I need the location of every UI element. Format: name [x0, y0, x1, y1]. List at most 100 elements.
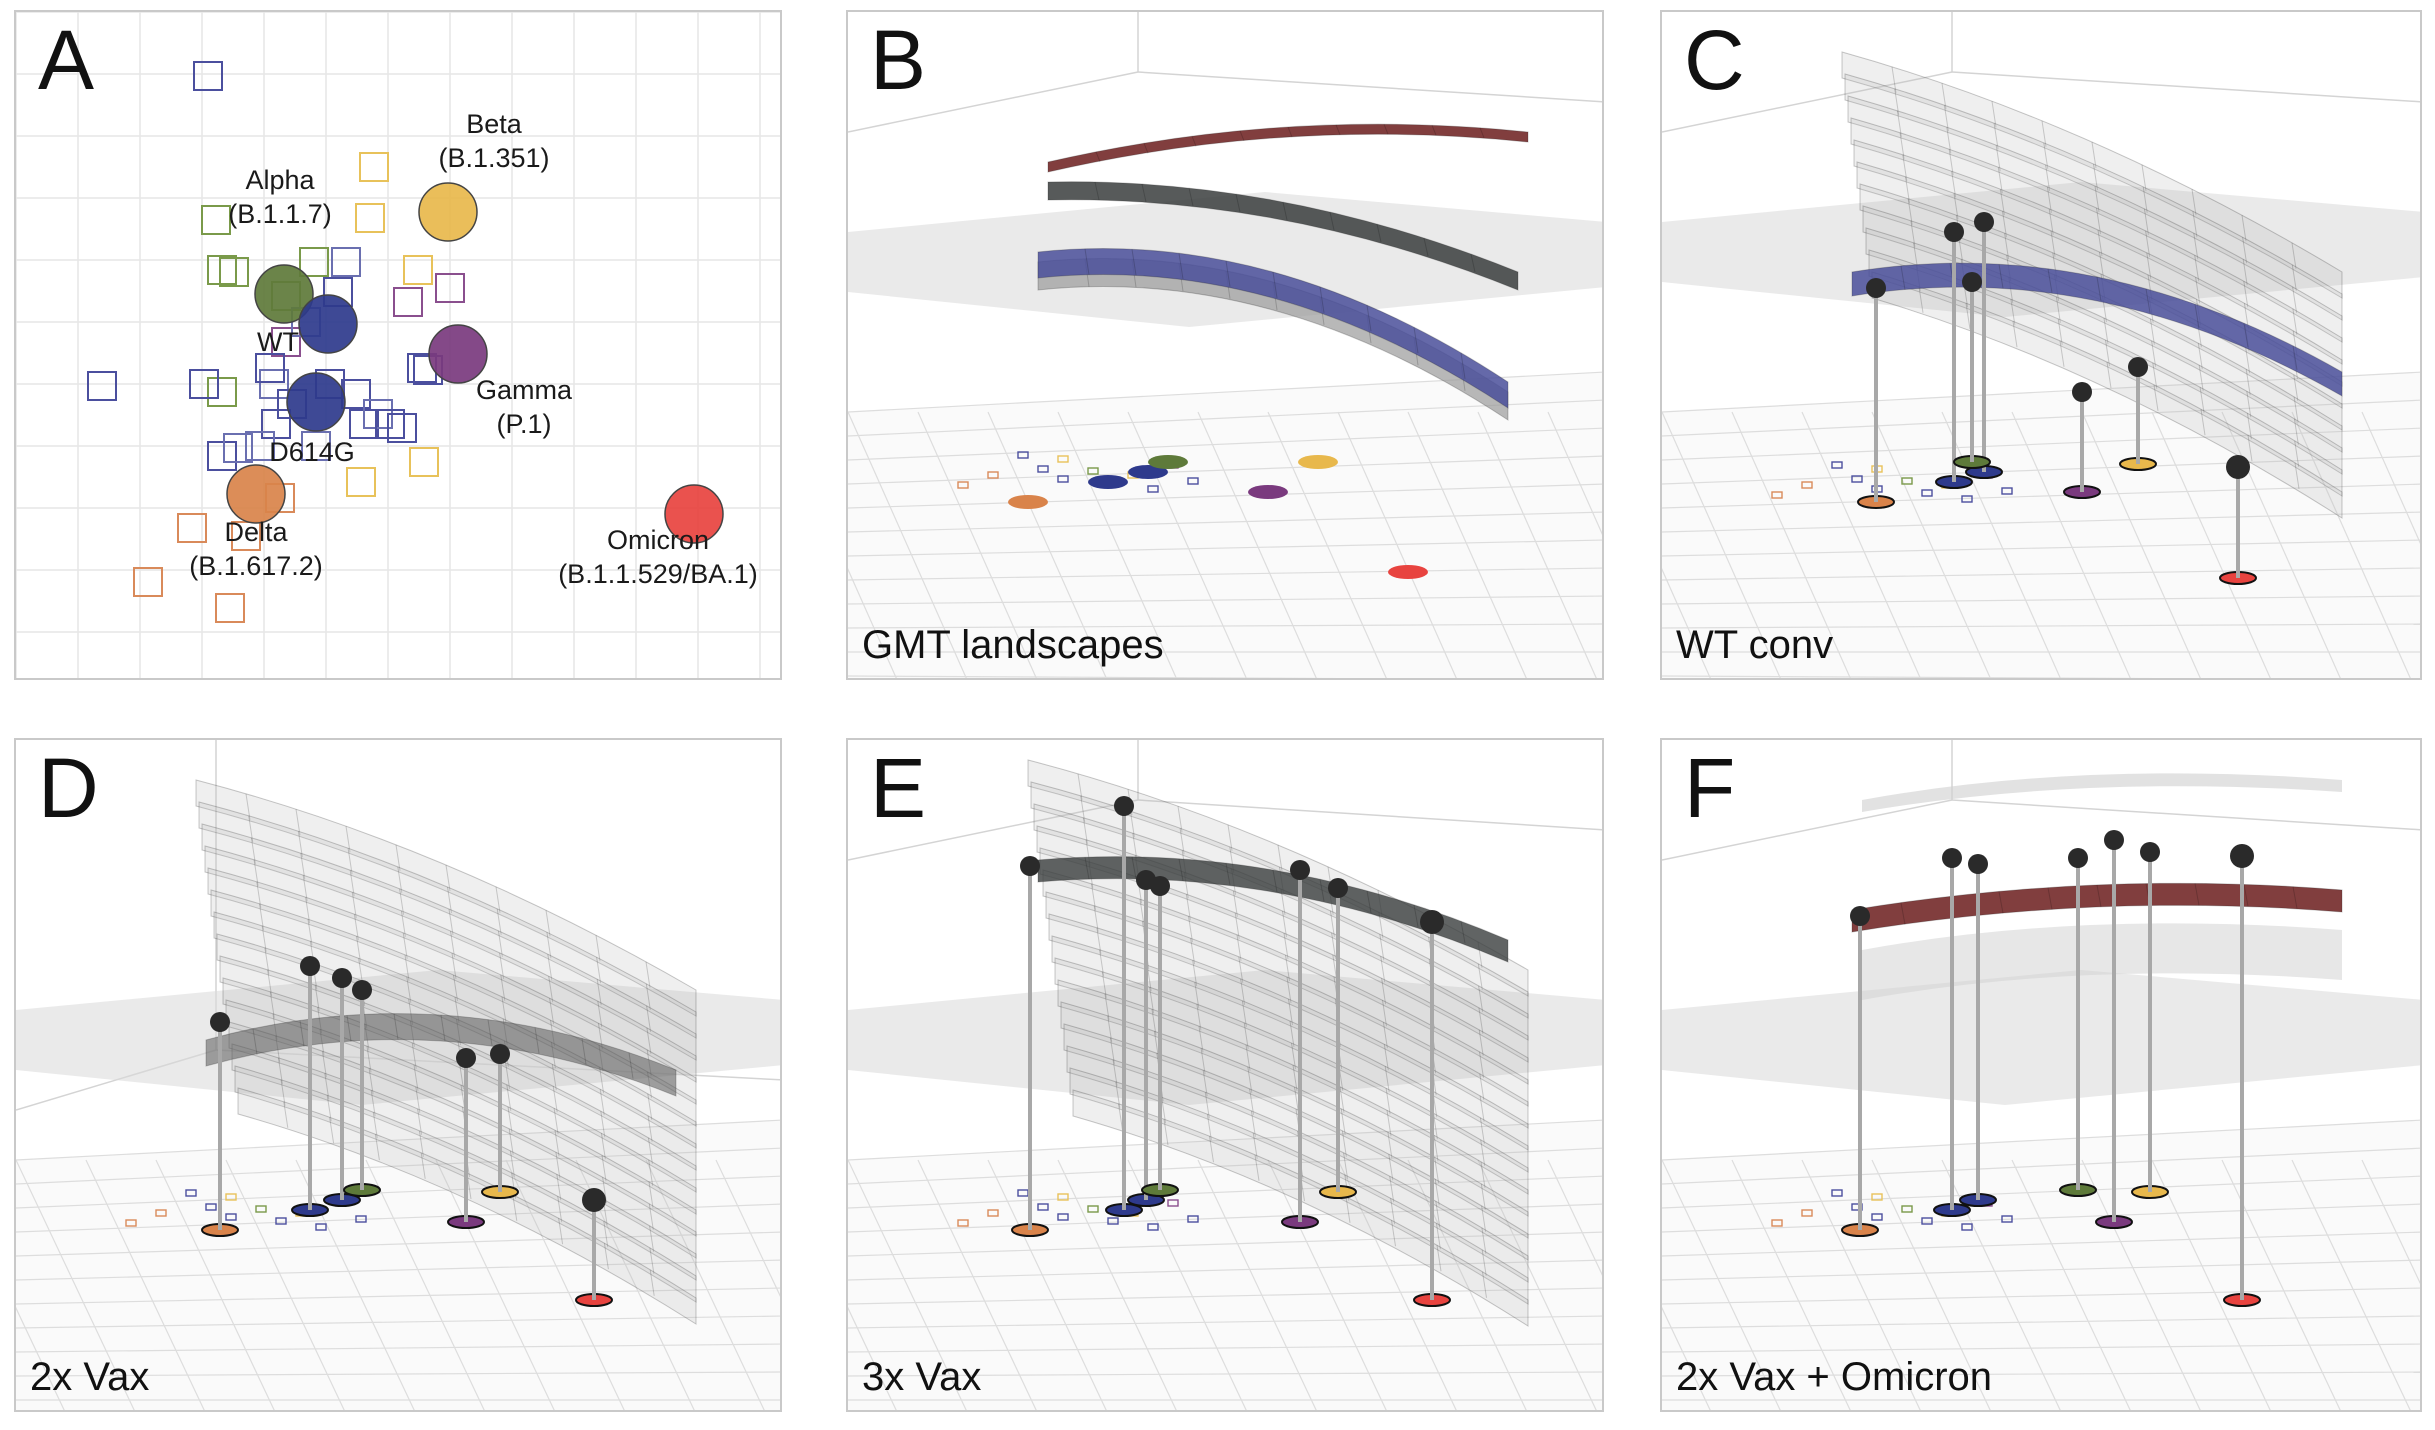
mesh-line	[1236, 934, 1242, 961]
grid-line	[848, 1119, 1602, 1161]
mesh-line	[1900, 265, 1906, 290]
mesh-line	[1899, 132, 1905, 159]
mesh-line	[404, 954, 410, 981]
panel-c-wt-conv: C WT conv	[1660, 10, 2422, 680]
mesh-line	[1204, 1092, 1210, 1119]
mesh-line	[496, 908, 502, 935]
mesh-line	[374, 1134, 380, 1161]
mesh-line	[1190, 938, 1196, 965]
box-edges	[848, 12, 1602, 133]
surface-sheet	[1847, 95, 2343, 343]
titer-pin	[1965, 212, 2003, 479]
grid-line	[2081, 411, 2201, 678]
mesh-line	[1235, 193, 1241, 213]
panel-caption-d: 2x Vax	[30, 1355, 150, 1399]
titer-pin	[1281, 860, 1319, 1229]
mesh-line	[2010, 299, 2016, 326]
upper-sheet	[1862, 773, 2342, 812]
serum-marker	[185, 1189, 197, 1197]
serum-marker	[1147, 485, 1159, 493]
antigen-delta	[226, 464, 286, 524]
mesh-line	[2045, 164, 2051, 191]
mesh-line	[1292, 1064, 1298, 1092]
panel-e-3d-plot	[848, 740, 1602, 1410]
pin-head	[1942, 848, 1962, 868]
mesh-line	[397, 866, 403, 893]
mesh-line	[2292, 886, 2298, 909]
mesh-line	[1907, 198, 1913, 225]
mesh-line	[1319, 286, 1325, 313]
mesh-line	[2294, 440, 2300, 467]
surface-sheet	[228, 1021, 697, 1259]
mesh-line	[1460, 352, 1466, 379]
grid-line	[1057, 411, 1177, 678]
mesh-line	[1435, 1201, 1441, 1228]
mesh-line	[2293, 396, 2299, 423]
mesh-line	[2059, 340, 2065, 367]
variant-label-beta: Beta (B.1.351)	[438, 108, 549, 176]
mesh-line	[1999, 189, 2005, 216]
mesh-line	[252, 1028, 258, 1055]
mesh-line	[400, 910, 406, 937]
pin-head	[2128, 357, 2148, 377]
surface-sheet	[1859, 183, 2343, 431]
serum-marker	[1087, 1205, 1099, 1213]
titer-pin	[2119, 357, 2157, 471]
grid-line	[2151, 1159, 2271, 1410]
surface-sheet	[1047, 181, 1519, 291]
grid-line	[848, 1231, 1602, 1257]
mesh-line	[2294, 462, 2300, 489]
mesh-line	[1294, 1086, 1299, 1114]
mesh-line	[295, 809, 301, 836]
axis-edge	[1662, 71, 1953, 133]
mesh-line	[413, 1064, 419, 1091]
surface-sheet	[210, 889, 697, 1127]
antigen-base	[1128, 465, 1168, 479]
grid-line	[1801, 1159, 1921, 1410]
mesh-line	[399, 888, 405, 915]
mesh-line	[2245, 369, 2251, 396]
mesh-line	[1391, 1220, 1396, 1247]
mesh-line	[351, 892, 357, 919]
mesh-line	[1480, 1139, 1486, 1166]
mesh-line	[264, 947, 270, 974]
map-grid	[16, 12, 780, 678]
grid-line	[2081, 1159, 2201, 1410]
floor-grid	[848, 1119, 1602, 1410]
mesh-line	[2191, 189, 2197, 216]
mesh-line	[1918, 286, 1924, 313]
mesh-line	[1179, 828, 1185, 855]
mesh-line	[648, 1159, 654, 1186]
mesh-line	[603, 1243, 609, 1270]
mesh-line	[1943, 105, 1949, 132]
mesh-line	[299, 1020, 305, 1047]
grid-line	[848, 623, 1602, 629]
mesh-line	[2141, 164, 2147, 191]
grid-line	[848, 1259, 1602, 1281]
mesh-line	[305, 897, 311, 924]
mesh-line	[1277, 844, 1283, 872]
mesh-line	[393, 1013, 399, 1040]
mesh-line	[649, 1225, 655, 1252]
grid-line	[848, 399, 1602, 437]
serum-marker	[1921, 1217, 1933, 1225]
mesh-line	[2146, 252, 2152, 279]
threshold-plane	[1662, 182, 2420, 317]
grid-line	[1407, 411, 1527, 678]
mesh-line	[2291, 242, 2297, 269]
serum-marker	[201, 205, 231, 235]
gray-sheet	[1072, 1089, 1529, 1327]
mesh-line	[1232, 890, 1238, 917]
mesh-line	[2055, 296, 2061, 323]
grid-line	[1731, 411, 1851, 678]
variant-name: Omicron	[606, 525, 709, 555]
grid-line	[715, 1159, 780, 1297]
surface-sheet	[198, 801, 697, 1039]
gray-sheet	[1847, 95, 2343, 343]
serum-marker	[1771, 1219, 1783, 1227]
serum-marker	[301, 431, 331, 461]
mesh-line	[1460, 921, 1466, 944]
pin-head	[210, 1012, 230, 1032]
gray-sheet	[195, 779, 697, 1017]
mesh-line	[2241, 215, 2247, 242]
